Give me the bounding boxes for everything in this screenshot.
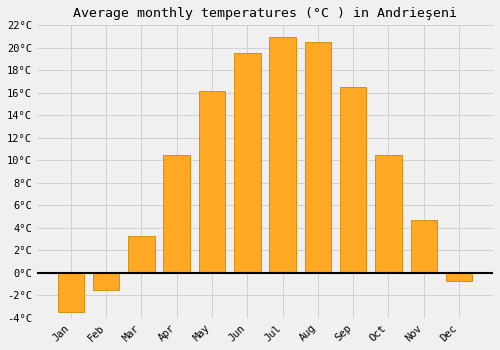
Bar [304,42,331,273]
Bar [270,36,296,273]
Bar [375,155,402,273]
Title: Average monthly temperatures (°C ) in Andrieşeni: Average monthly temperatures (°C ) in An… [73,7,457,20]
Bar [164,155,190,273]
Bar [93,273,120,290]
Bar [340,87,366,273]
Bar [446,273,472,281]
Bar [198,91,225,273]
Bar [128,236,154,273]
Bar [410,220,437,273]
Bar [58,273,84,312]
Bar [234,54,260,273]
